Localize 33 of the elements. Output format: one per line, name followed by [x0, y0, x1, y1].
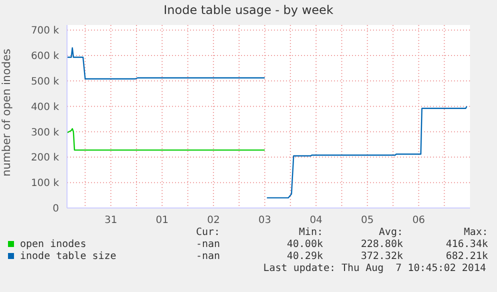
x-tick-label: 02 [207, 215, 220, 226]
x-tick-label: 06 [412, 215, 426, 226]
legend-label: inode table size [19, 251, 118, 263]
text: -nan [194, 239, 222, 251]
text: 416.34k [444, 239, 488, 251]
text: Min: [298, 227, 323, 239]
y-tick-label: 300 k [30, 127, 60, 138]
x-tick-label: 04 [310, 215, 322, 226]
text: Avg: [378, 227, 403, 239]
text: 40.29k [286, 251, 323, 263]
line-series [67, 128, 266, 151]
x-tick-label: 05 [361, 215, 374, 226]
text: 40.00k [286, 239, 323, 251]
x-tick-label: 01 [156, 215, 169, 226]
text: -nan [194, 251, 222, 263]
text: Max: [462, 227, 488, 239]
y-axis-title: number of open inodes [0, 48, 13, 176]
x-tick-label: 03 [258, 215, 272, 226]
y-tick-label: 500 k [30, 76, 60, 88]
y-tick-label: 100 k [30, 178, 60, 190]
text: 682.21k [444, 251, 488, 263]
x-tick-label: 31 [104, 215, 118, 226]
y-tick-label: 600 k [30, 51, 60, 62]
text: 228.80k [360, 239, 403, 251]
y-tick-label: 700 k [30, 26, 60, 37]
text: Last update: Thu Aug 7 10:45:02 2014 [262, 263, 487, 275]
legend-label: open inodes [19, 239, 88, 251]
y-tick-label: 0 [52, 204, 59, 215]
chart-title: Inode table usage - by week [162, 3, 334, 17]
text: 372.32k [360, 251, 403, 263]
text: Cur: [194, 227, 222, 239]
y-tick-label: 400 k [30, 102, 60, 113]
y-tick-label: 200 k [30, 152, 60, 164]
